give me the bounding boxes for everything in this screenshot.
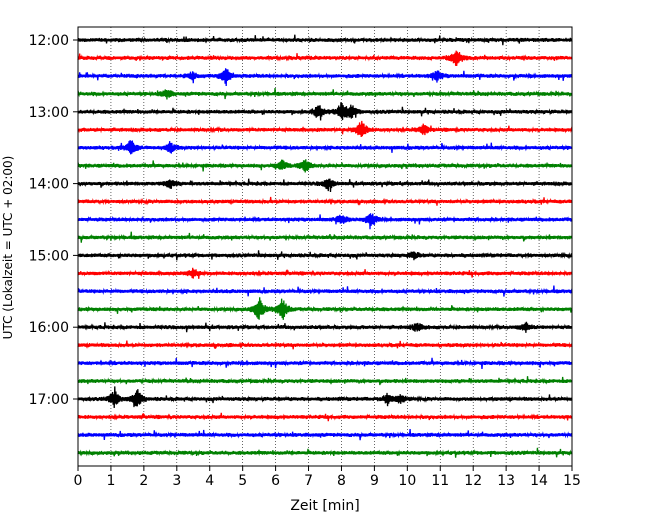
trace-row-19 (77, 376, 573, 386)
gridlines (110, 27, 540, 466)
y-tick-label: 13:00 (29, 105, 69, 121)
trace-row-22 (77, 429, 573, 441)
x-tick-label: 3 (172, 473, 181, 489)
y-axis-ticks: 12:00 13:00 14:00 15:00 16:00 17:00 (29, 33, 78, 408)
x-tick-label: 6 (271, 473, 280, 489)
x-axis-ticks: 0 1 2 3 4 5 6 7 8 9 10 11 12 13 14 15 (74, 466, 581, 489)
trace-row-23 (77, 447, 573, 458)
trace-row-14 (77, 285, 573, 297)
trace-row-5 (77, 120, 573, 138)
trace-row-8 (77, 178, 573, 193)
trace-row-21 (77, 412, 573, 422)
trace-row-17 (77, 340, 573, 350)
trace-row-1 (77, 50, 573, 66)
trace-row-4 (77, 102, 573, 121)
trace-row-18 (77, 357, 573, 369)
x-tick-label: 4 (205, 473, 214, 489)
y-tick-label: 17:00 (29, 392, 69, 408)
x-tick-label: 10 (398, 473, 416, 489)
y-tick-label: 12:00 (29, 33, 69, 49)
y-axis-label: UTC (Lokalzeit = UTC + 02:00) (1, 156, 15, 340)
trace-row-13 (77, 267, 573, 279)
x-tick-label: 1 (106, 473, 115, 489)
plot-frame (77, 26, 573, 467)
trace-row-9 (77, 196, 573, 206)
x-tick-label: 9 (370, 473, 379, 489)
x-tick-label: 2 (139, 473, 148, 489)
x-tick-label: 15 (563, 473, 581, 489)
x-tick-label: 8 (337, 473, 346, 489)
x-tick-label: 12 (464, 473, 482, 489)
x-axis-label: Zeit [min] (290, 498, 359, 514)
trace-row-12 (77, 250, 573, 261)
x-tick-label: 14 (530, 473, 548, 489)
x-tick-label: 13 (497, 473, 515, 489)
trace-row-3 (77, 87, 573, 100)
trace-row-6 (77, 140, 573, 155)
traces (77, 34, 573, 458)
trace-row-11 (77, 231, 573, 243)
x-tick-label: 0 (74, 473, 83, 489)
trace-row-2 (77, 68, 573, 87)
y-tick-label: 15:00 (29, 248, 69, 264)
x-tick-label: 5 (238, 473, 247, 489)
trace-row-0 (77, 34, 573, 46)
trace-row-7 (77, 159, 573, 173)
trace-row-15 (77, 297, 573, 320)
x-tick-label: 11 (431, 473, 449, 489)
y-tick-label: 14:00 (29, 177, 69, 193)
x-tick-label: 7 (304, 473, 313, 489)
y-tick-label: 16:00 (29, 320, 69, 336)
trace-row-10 (77, 213, 573, 230)
trace-row-16 (77, 321, 573, 333)
trace-row-20 (77, 386, 573, 408)
